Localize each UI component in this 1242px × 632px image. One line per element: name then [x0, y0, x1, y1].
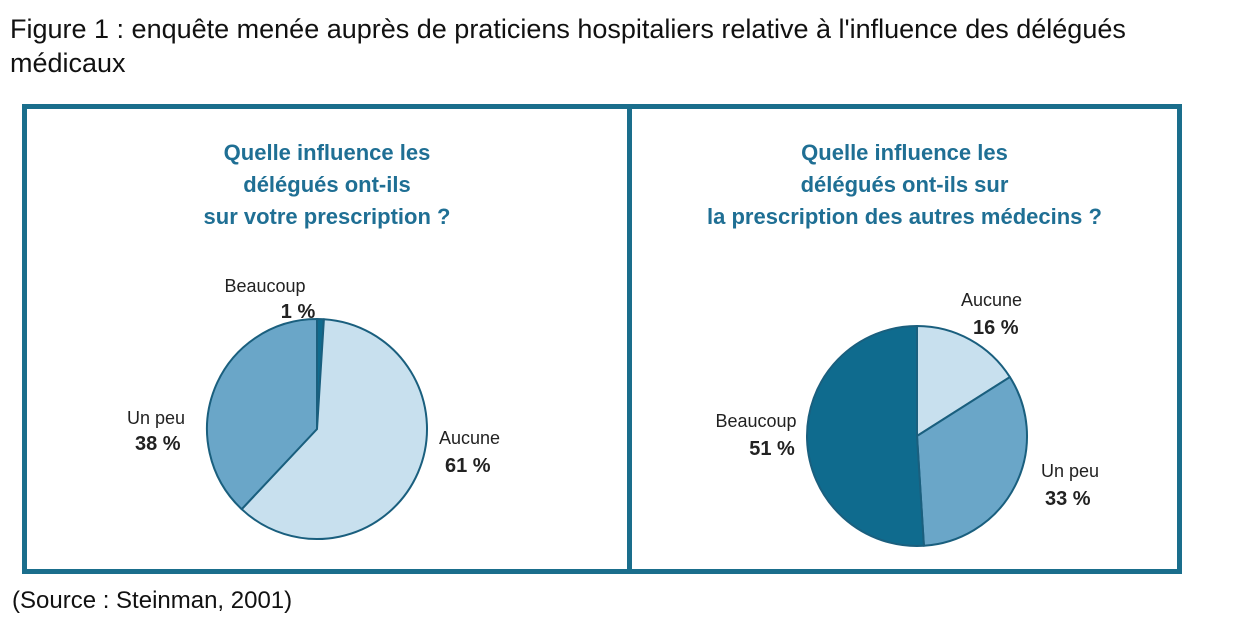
figure-title: Figure 1 : enquête menée auprès de prati…: [10, 14, 1126, 78]
pie-slice-beaucoup: [806, 325, 925, 547]
slice-value-label: 51 %: [749, 438, 795, 460]
slice-label: Un peu: [1041, 461, 1099, 481]
slice-value-label: 1 %: [281, 301, 316, 323]
chart-title-line: sur votre prescription ?: [203, 204, 451, 229]
slice-value-label: 38 %: [135, 433, 181, 455]
charts-frame: Quelle influence les délégués ont-ils su…: [22, 104, 1182, 574]
chart-title: Quelle influence les délégués ont-ils su…: [27, 137, 627, 233]
slice-label: Aucune: [439, 428, 500, 448]
slice-label: Un peu: [127, 408, 185, 428]
pie-slice-aucune: [916, 325, 1011, 437]
slice-value-label: 61 %: [445, 455, 491, 477]
chart-title-line: la prescription des autres médecins ?: [707, 204, 1102, 229]
pie-chart: Aucune 16 % Un peu 33 % Beaucoup 51 %: [715, 290, 1099, 547]
pie-chart: Beaucoup 1 % Aucune 61 % Un peu 38 %: [127, 276, 500, 540]
chart-title-line: délégués ont-ils sur: [800, 172, 1009, 197]
chart-title: Quelle influence les délégués ont-ils su…: [632, 137, 1177, 233]
slice-value-label: 33 %: [1045, 488, 1091, 510]
slice-label: Beaucoup: [224, 276, 305, 296]
slice-label: Aucune: [961, 290, 1022, 310]
slice-label: Beaucoup: [715, 411, 796, 431]
pie-slice-aucune: [240, 318, 428, 540]
chart-title-line: Quelle influence les: [801, 140, 1008, 165]
figure-source: (Source : Steinman, 2001): [12, 587, 293, 614]
panel-divider: [627, 109, 632, 569]
slice-value-label: 16 %: [973, 317, 1019, 339]
chart-title-line: délégués ont-ils: [243, 172, 411, 197]
chart-title-line: Quelle influence les: [223, 140, 431, 165]
chart-panel-own-prescription: Quelle influence les délégués ont-ils su…: [27, 109, 627, 569]
pie-slice-un-peu: [916, 376, 1028, 547]
chart-panel-other-doctors: Quelle influence les délégués ont-ils su…: [632, 109, 1177, 569]
pie-slice-un-peu: [206, 318, 318, 511]
